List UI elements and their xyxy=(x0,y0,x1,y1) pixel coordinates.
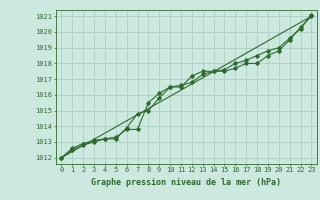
X-axis label: Graphe pression niveau de la mer (hPa): Graphe pression niveau de la mer (hPa) xyxy=(92,178,281,187)
